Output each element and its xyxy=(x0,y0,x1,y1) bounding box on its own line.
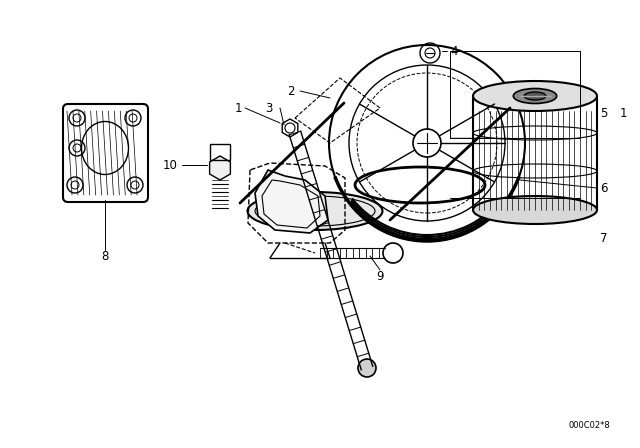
Text: 8: 8 xyxy=(101,250,109,263)
Text: 10: 10 xyxy=(163,159,178,172)
Ellipse shape xyxy=(473,196,597,224)
Text: 2: 2 xyxy=(287,85,295,98)
Ellipse shape xyxy=(513,89,557,103)
Polygon shape xyxy=(255,170,328,233)
Text: 3: 3 xyxy=(265,102,273,115)
Text: 000C02*8: 000C02*8 xyxy=(568,421,610,430)
Text: 4: 4 xyxy=(450,44,458,57)
Ellipse shape xyxy=(473,81,597,111)
Text: 1: 1 xyxy=(620,107,627,120)
Text: 5: 5 xyxy=(600,107,607,120)
Ellipse shape xyxy=(524,92,546,100)
Text: 7: 7 xyxy=(600,232,607,245)
Ellipse shape xyxy=(248,192,383,230)
Text: 9: 9 xyxy=(376,270,384,283)
Circle shape xyxy=(358,359,376,377)
Polygon shape xyxy=(210,156,230,180)
Text: 1: 1 xyxy=(234,102,242,115)
Text: 6: 6 xyxy=(600,181,607,194)
